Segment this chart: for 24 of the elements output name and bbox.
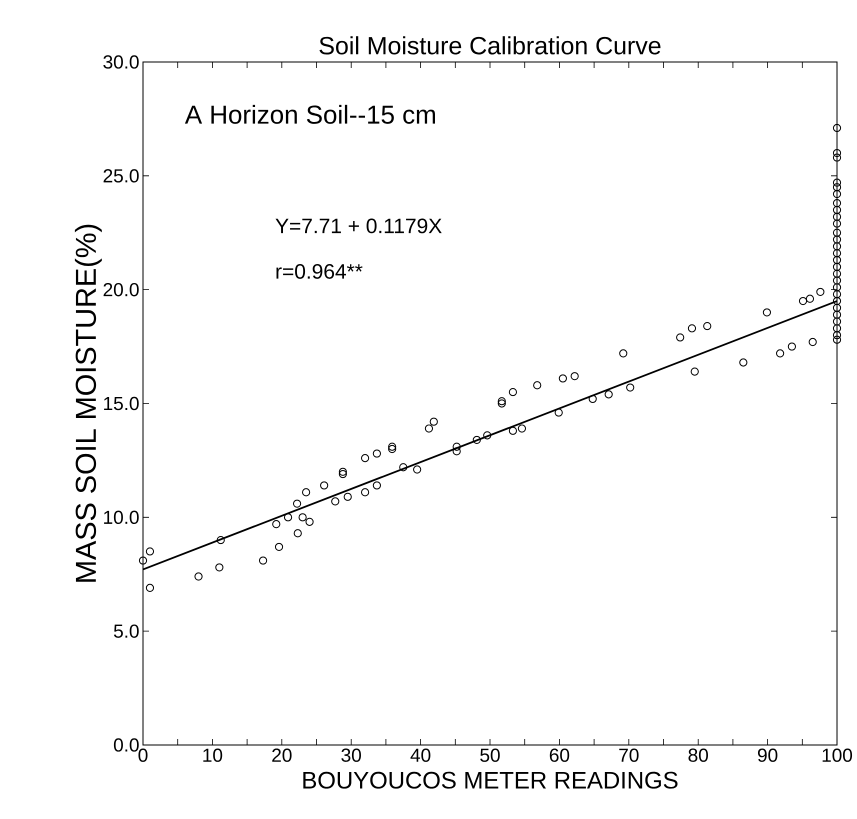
y-tick-label: 20.0 <box>104 282 139 296</box>
chart-title: Soil Moisture Calibration Curve <box>319 36 660 54</box>
x-tick-label: 10 <box>203 748 222 762</box>
x-tick-label: 20 <box>272 748 292 762</box>
annotation: A Horizon Soil--15 cm <box>184 104 435 124</box>
y-tick-label: 30.0 <box>103 55 139 69</box>
y-tick-label: 25.0 <box>104 169 139 183</box>
annotation: r=0.964** <box>276 264 363 279</box>
x-axis-title: BOUYOUCOS METER READINGS <box>303 772 678 789</box>
x-tick-label: 50 <box>480 748 500 762</box>
y-tick-label: 15.0 <box>104 396 139 410</box>
x-tick-label: 90 <box>758 748 778 762</box>
x-tick-label: 40 <box>410 748 430 762</box>
x-tick-label: 80 <box>688 748 708 762</box>
x-tick-label: 0 <box>138 748 148 762</box>
x-tick-label: 100 <box>822 748 852 762</box>
y-tick-label: 0.0 <box>114 738 139 752</box>
annotation: Y=7.71 + 0.1179X <box>276 218 442 234</box>
y-axis-title: MASS SOIL MOISTURE(%) <box>74 224 102 582</box>
y-tick-label: 10.0 <box>104 510 139 524</box>
y-tick-label: 5.0 <box>114 624 139 638</box>
x-tick-label: 60 <box>550 748 570 762</box>
x-tick-label: 70 <box>619 748 639 762</box>
x-tick-label: 30 <box>341 748 361 762</box>
